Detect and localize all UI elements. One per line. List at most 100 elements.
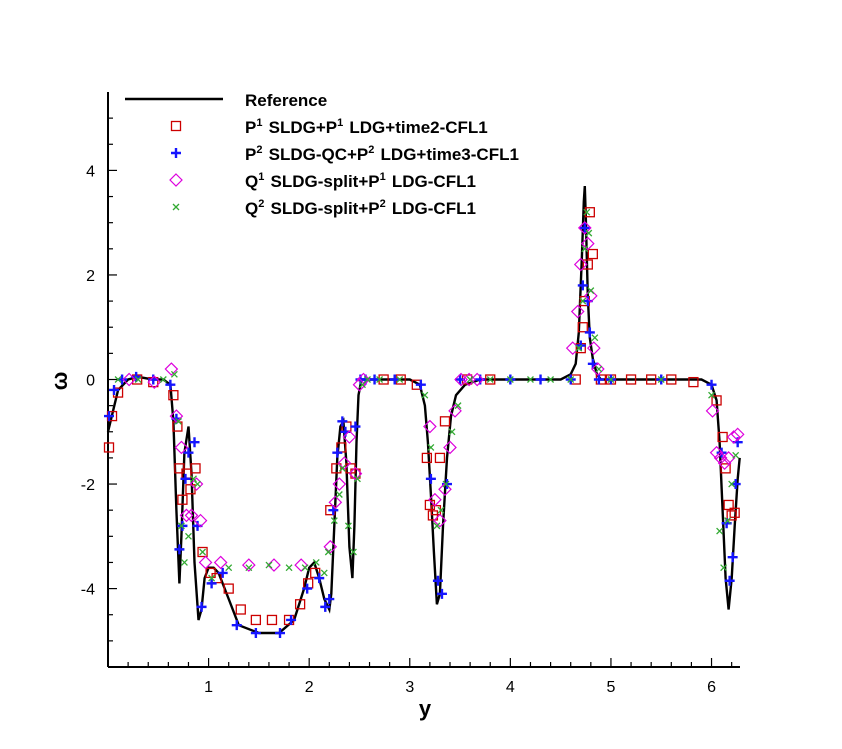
data-point-x (427, 443, 435, 451)
data-point-x (448, 428, 456, 436)
data-point-x (324, 548, 332, 556)
data-point-plus (104, 411, 115, 422)
data-point-plus (196, 601, 207, 612)
data-point-diamond (198, 555, 213, 570)
data-point-diamond (164, 362, 179, 376)
data-point-plus (206, 578, 217, 589)
data-point-square (584, 207, 595, 218)
data-point-x (708, 391, 715, 399)
data-point-diamond (352, 377, 367, 392)
data-point-x (591, 334, 599, 342)
data-point-x (330, 517, 338, 525)
data-point-x (338, 464, 346, 472)
data-point-square (723, 499, 734, 511)
legend-label-series-2: P2 SLDG-QC+P2 LDG+time3-CFL1 (245, 144, 519, 164)
data-point-diamond (470, 372, 485, 387)
data-point-x (595, 365, 603, 373)
data-point-x (301, 564, 309, 572)
series-markers (103, 207, 745, 639)
data-point-square (197, 546, 208, 558)
data-point-x (344, 522, 352, 530)
data-point-diamond (213, 555, 228, 570)
data-point-plus (109, 384, 120, 395)
data-point-plus (177, 520, 188, 531)
data-point-square (331, 463, 342, 474)
data-point-plus (350, 421, 361, 432)
data-point-plus (189, 437, 200, 448)
data-point-plus (579, 222, 590, 233)
data-point-square (729, 507, 740, 518)
x-tick-label: 5 (606, 679, 615, 696)
data-point-x (583, 208, 591, 216)
data-point-x (421, 391, 429, 399)
data-point-plus (302, 583, 313, 594)
data-point-plus (180, 473, 191, 484)
data-point-diamond (184, 508, 199, 523)
data-point-diamond (438, 482, 452, 497)
x-tick-label: 2 (305, 679, 314, 696)
data-point-diamond (577, 221, 592, 235)
data-point-diamond (337, 456, 352, 470)
data-point-x (172, 203, 180, 211)
data-point-x (716, 527, 724, 535)
data-point-x (454, 402, 462, 410)
data-point-diamond (179, 508, 194, 523)
data-point-diamond (294, 558, 308, 572)
data-point-x (587, 287, 595, 295)
data-point-diamond (591, 362, 605, 376)
data-point-x (567, 376, 575, 383)
data-point-x (657, 376, 665, 383)
data-point-diamond (717, 456, 732, 470)
data-point-plus (320, 601, 331, 612)
data-point-x (177, 522, 185, 530)
data-point-x (720, 564, 728, 572)
data-point-square (646, 374, 657, 385)
data-point-diamond (448, 404, 462, 418)
data-point-diamond (423, 419, 437, 434)
data-point-square (190, 463, 201, 474)
data-point-x (506, 376, 514, 383)
data-point-x (607, 376, 615, 383)
data-point-x (225, 564, 233, 572)
data-point-x (208, 574, 216, 582)
data-point-diamond (174, 440, 189, 455)
data-point-square (174, 463, 185, 474)
data-point-x (527, 376, 534, 383)
data-point-square (424, 499, 436, 511)
data-point-diamond (342, 430, 357, 444)
data-point-plus (577, 280, 588, 291)
data-point-plus (217, 567, 228, 578)
data-point-x (466, 376, 474, 383)
data-point-square (177, 494, 188, 505)
y-tick-label: -4 (81, 582, 95, 599)
data-point-x (170, 370, 178, 378)
data-point-plus (332, 447, 343, 458)
x-tick-label: 6 (707, 679, 716, 696)
data-point-x (442, 480, 450, 488)
data-point-x (547, 376, 555, 383)
data-point-plus (165, 379, 176, 390)
data-point-x (285, 564, 293, 572)
data-point-plus (324, 594, 335, 605)
data-point-x (486, 376, 494, 383)
data-point-plus (727, 552, 738, 563)
data-point-diamond (169, 409, 184, 423)
data-point-square (720, 463, 731, 474)
data-point-diamond (169, 173, 183, 187)
data-point-diamond (323, 539, 338, 554)
data-point-square (185, 484, 196, 495)
data-point-diamond (332, 477, 347, 491)
data-point-diamond (147, 375, 162, 389)
data-point-plus (415, 379, 426, 390)
data-point-plus (593, 374, 604, 385)
data-point-x (114, 376, 122, 383)
data-point-diamond (433, 513, 447, 528)
data-point-square (439, 416, 451, 427)
data-point-x (433, 522, 441, 530)
data-point-square (223, 583, 234, 594)
data-point-square (168, 390, 179, 401)
data-point-plus (183, 447, 194, 458)
legend-label-series-4: Q2 SLDG-split+P2 LDG-CFL1 (245, 198, 476, 218)
data-point-plus (706, 379, 717, 390)
